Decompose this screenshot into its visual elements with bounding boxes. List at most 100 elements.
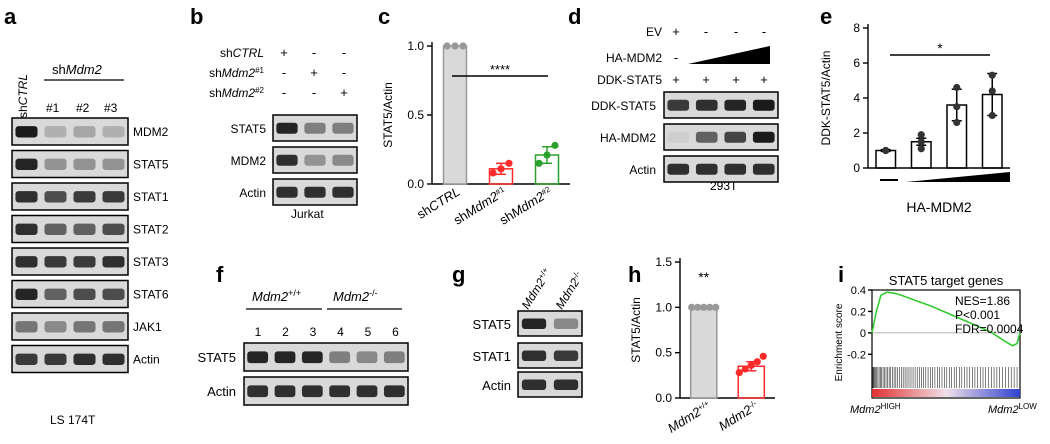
- d-blot: [663, 91, 779, 119]
- blot-band: [73, 288, 96, 300]
- blot-band: [247, 385, 269, 398]
- a-lane-label: #1: [46, 101, 60, 115]
- blot-band: [102, 256, 125, 268]
- f-lane-number: 4: [337, 325, 344, 339]
- a-blot-label: STAT6: [133, 288, 169, 302]
- b-sign: +: [280, 45, 288, 60]
- g-blot: [517, 371, 583, 398]
- data-point: [917, 131, 925, 139]
- y-tick-label: 0.5: [407, 108, 424, 122]
- b-blot-label: Actin: [239, 186, 266, 200]
- x-tick-label: Mdm2+/+: [665, 398, 714, 436]
- data-point: [953, 118, 961, 127]
- d-blot-label: Actin: [629, 163, 656, 177]
- data-point: [451, 42, 459, 50]
- bar: [689, 306, 718, 399]
- y-tick-label: 2: [853, 126, 860, 140]
- panel-letter-e: e: [820, 4, 832, 29]
- d-sign: -: [674, 50, 678, 65]
- d-blot: [663, 155, 779, 183]
- blot-band: [553, 350, 579, 361]
- blot-band: [276, 122, 298, 134]
- b-sign: -: [342, 45, 346, 60]
- panel-letter-c: c: [378, 4, 390, 29]
- blot-band: [724, 163, 747, 175]
- b-sign: -: [342, 65, 346, 80]
- a-blot-label: Actin: [133, 353, 160, 367]
- blot-band: [304, 122, 326, 134]
- panel-a: a shCTRL shMdm2 #1 #2 #3 MDM2 STAT5 STAT1 S…: [4, 4, 169, 427]
- d-condition-label: DDK-STAT5: [597, 73, 662, 87]
- blot-band: [274, 351, 296, 364]
- b-blot-label: STAT5: [230, 122, 266, 136]
- d-sign: +: [732, 72, 740, 87]
- blot-band: [752, 163, 775, 175]
- blot-band: [356, 385, 378, 398]
- data-point: [988, 71, 996, 79]
- data-point: [459, 42, 467, 50]
- y-tick-label: 0: [853, 161, 860, 175]
- y-tick-label: 0: [860, 328, 866, 340]
- chart-title: STAT5 target genes: [889, 273, 1004, 288]
- f-blot: [243, 342, 409, 372]
- panel-letter-f: f: [216, 262, 224, 287]
- data-point: [917, 138, 925, 146]
- y-tick-label: 4: [853, 91, 860, 105]
- y-tick-label: 0.5: [655, 346, 672, 360]
- b-blot: [272, 114, 358, 142]
- blot-band: [15, 126, 38, 138]
- rank-label-low: Mdm2LOW: [988, 402, 1037, 417]
- b-condition-label: shMdm2#1: [209, 66, 264, 81]
- data-point: [988, 87, 996, 95]
- b-blot: [272, 146, 358, 174]
- f-lane-number: 5: [365, 325, 372, 339]
- panel-b: b shCTRL + - - shMdm2#1 - + - shMdm2#2 - - + STAT5 M…: [190, 4, 358, 221]
- blot-band: [15, 223, 38, 235]
- panel-c: c 0.00.51.0STAT5/ActinshCTRLshMdm2#1shMd…: [378, 4, 570, 228]
- blot-band: [276, 186, 298, 198]
- significance-marker: ****: [490, 62, 510, 77]
- blot-band: [332, 122, 354, 134]
- blot-band: [752, 99, 775, 111]
- panel-f: f Mdm2+/+ Mdm2-/- 1 2 3 4 5 6 STAT5 Actin: [197, 262, 409, 406]
- b-condition-label: shCTRL: [220, 46, 264, 60]
- blot-band: [274, 385, 296, 398]
- a-blot-label: STAT2: [133, 223, 169, 237]
- blot-frame: [243, 342, 409, 372]
- data-point: [535, 159, 543, 167]
- b-sign: -: [312, 85, 316, 100]
- a-blot-stat1: [11, 182, 129, 211]
- blot-band: [73, 353, 96, 365]
- rank-gradient: [872, 389, 1020, 397]
- data-point: [706, 303, 714, 311]
- blot-band: [102, 288, 125, 300]
- f-blot: [243, 376, 409, 406]
- blot-band: [695, 131, 718, 143]
- a-ctrl-label: shCTRL: [16, 74, 30, 118]
- d-condition-label: EV: [646, 25, 662, 39]
- data-point: [712, 303, 720, 311]
- blot-band: [301, 351, 323, 364]
- significance-marker: *: [937, 40, 943, 56]
- blot-band: [73, 126, 96, 138]
- d-cell-line: 293T: [710, 179, 738, 193]
- b-sign: -: [282, 85, 286, 100]
- f-lane-number: 6: [392, 325, 399, 339]
- g-blot: [517, 310, 583, 337]
- enrichment-curve: [871, 291, 1021, 347]
- y-axis-label: DDK-STAT5/Actin: [819, 51, 833, 146]
- blot-band: [356, 351, 378, 364]
- b-sign: +: [310, 65, 318, 80]
- y-axis-label: STAT5/Actin: [381, 82, 395, 148]
- f-lane-number: 1: [255, 325, 262, 339]
- blot-band: [44, 288, 67, 300]
- blot-band: [102, 158, 125, 170]
- a-cell-line: LS 174T: [50, 413, 96, 427]
- panel-i: i STAT5 target genes 0.4 0.2 0 -0.2Enrichmen…: [834, 262, 1037, 416]
- panel-letter-i: i: [838, 262, 844, 287]
- data-point: [688, 303, 696, 311]
- y-tick-label: 8: [853, 21, 860, 35]
- b-cell-line: Jurkat: [291, 207, 324, 221]
- d-sign: -: [734, 24, 738, 39]
